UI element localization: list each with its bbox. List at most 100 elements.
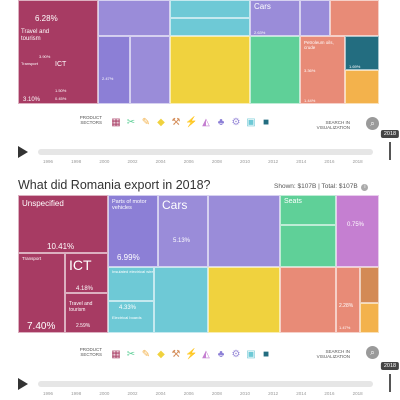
other-icon[interactable]: ■: [262, 117, 270, 128]
total-label: Total:: [321, 183, 338, 190]
timeline-thumb[interactable]: 2018: [380, 362, 400, 392]
chemicals-icon[interactable]: ◭: [202, 349, 210, 360]
tile-petroleum-top[interactable]: Petroleum oils, crude 3.36% 1.44%: [300, 36, 345, 104]
metals-icon[interactable]: ⚡: [185, 117, 198, 128]
tile-stone[interactable]: [360, 267, 379, 303]
tile-transport[interactable]: Transport 7.40%: [18, 253, 65, 333]
agriculture-icon[interactable]: ✎: [141, 117, 151, 128]
tile-petroleum[interactable]: 2.28% 1.47%: [336, 267, 360, 333]
tile-pct: 2.59%: [76, 323, 91, 329]
tile-machinery-top-2[interactable]: [130, 36, 170, 104]
tile-label: Petroleum oils, crude: [304, 40, 334, 50]
vehicles-icon[interactable]: ♣: [217, 117, 225, 128]
textiles-icon[interactable]: ✂: [126, 117, 136, 128]
selected-year-badge: 2018: [380, 130, 400, 138]
year-label: 1996: [43, 391, 54, 396]
tile-electronics-top[interactable]: [170, 0, 250, 18]
sector-bar-label: PRODUCT SECTORS: [79, 347, 102, 357]
tile-pct: 1.44%: [304, 98, 316, 103]
play-button[interactable]: [18, 378, 28, 390]
year-label: 1996: [43, 159, 54, 164]
electronics-icon[interactable]: ▣: [246, 349, 256, 360]
machinery-icon[interactable]: ⚙: [231, 117, 241, 128]
sector-icons: ▦ ✂ ✎ ◆ ⚒ ⚡ ◭ ♣ ⚙ ▣ ■: [110, 347, 272, 363]
year-label: 1998: [71, 159, 82, 164]
timeline-track[interactable]: [38, 149, 373, 155]
year-label: 2006: [183, 391, 194, 396]
other-icon[interactable]: ■: [262, 349, 270, 360]
sector-bar-top: PRODUCT SECTORS ▦ ✂ ✎ ◆ ⚒ ⚡ ◭ ♣ ⚙ ▣ ■: [68, 113, 298, 135]
stone-icon[interactable]: ◆: [157, 349, 165, 360]
tile-electronics-top-2[interactable]: [170, 18, 250, 36]
minerals-icon[interactable]: ⚒: [171, 349, 181, 360]
tile-other-top[interactable]: 1.69%: [345, 36, 379, 70]
bottom-treemap: Unspecified 10.41% Transport 7.40% ICT 4…: [18, 195, 379, 333]
timeline-years: 1996 1998 2000 2002 2004 2006 2008 2010 …: [38, 391, 373, 397]
tile-machinery[interactable]: [208, 195, 280, 267]
stone-icon[interactable]: ◆: [157, 117, 165, 128]
tile-textiles-grid[interactable]: [280, 225, 336, 267]
tile-machinery-top[interactable]: [98, 0, 170, 36]
year-label: 2008: [211, 391, 222, 396]
tile-cars[interactable]: Cars 5.13%: [158, 195, 208, 267]
vehicles-icon[interactable]: ♣: [217, 349, 225, 360]
year-label: 2002: [127, 159, 138, 164]
sector-bar-bottom: PRODUCT SECTORS ▦ ✂ ✎ ◆ ⚒ ⚡ ◭ ♣ ⚙ ▣ ■: [68, 345, 298, 367]
shown-label: Shown:: [274, 183, 296, 190]
year-label: 2000: [99, 391, 110, 396]
tile-metals[interactable]: [208, 267, 280, 333]
tile-parts-motor-vehicles[interactable]: Parts of motor vehicles 6.99%: [108, 195, 158, 267]
tile-pct: 5.13%: [173, 238, 191, 244]
tile-machinery-top-3[interactable]: [300, 0, 330, 36]
tile-ict[interactable]: ICT 4.18%: [65, 253, 108, 293]
tile-minerals[interactable]: [280, 267, 336, 333]
services-icon[interactable]: ▦: [111, 349, 121, 360]
tile-travel[interactable]: Travel and tourism 2.59%: [65, 293, 108, 333]
minerals-icon[interactable]: ⚒: [171, 117, 181, 128]
agriculture-icon[interactable]: ✎: [141, 349, 151, 360]
machinery-icon[interactable]: ⚙: [231, 349, 241, 360]
play-button[interactable]: [18, 146, 28, 158]
sector-bar-label: PRODUCT SECTORS: [79, 115, 102, 125]
textiles-icon[interactable]: ✂: [126, 349, 136, 360]
tile-pct: 0.75%: [347, 222, 365, 228]
tile-label: Electrical boards: [112, 315, 142, 320]
electronics-icon[interactable]: ▣: [246, 117, 256, 128]
tile-electronics-grid[interactable]: [154, 267, 208, 333]
info-icon[interactable]: i: [361, 184, 369, 191]
tile-pct: 3.36%: [304, 68, 316, 73]
chemicals-icon[interactable]: ◭: [202, 117, 210, 128]
tile-cars-top[interactable]: Cars 2.63%: [250, 0, 300, 36]
metals-icon[interactable]: ⚡: [185, 349, 198, 360]
timeline-thumb[interactable]: 2018: [380, 130, 400, 160]
tile-minerals-top[interactable]: [330, 0, 379, 36]
tile-metals-top[interactable]: [170, 36, 250, 104]
tile-textiles-top-2[interactable]: [250, 36, 300, 104]
timeline-track[interactable]: [38, 381, 373, 387]
tile-agriculture-top[interactable]: [345, 70, 379, 104]
tile-electrical-boards[interactable]: 4.33% Electrical boards: [108, 301, 154, 333]
tile-insulated-wire[interactable]: Insulated electrical wire: [108, 267, 154, 301]
tile-pct: 2.28%: [339, 303, 354, 309]
tile-label: Unspecified: [22, 199, 64, 208]
tile-seats[interactable]: Seats: [280, 195, 336, 225]
year-label: 2014: [296, 159, 307, 164]
tile-label: Transport: [22, 256, 42, 261]
year-label: 2012: [268, 391, 279, 396]
year-label: 2000: [99, 159, 110, 164]
tile-label: ICT: [69, 257, 92, 273]
tile-agriculture[interactable]: [360, 303, 379, 333]
tile-textiles-top[interactable]: 2.47%: [98, 36, 130, 104]
search-icon[interactable]: ⌕: [366, 346, 379, 359]
tile-label: Travel and tourism: [21, 29, 50, 42]
tile-services-top[interactable]: 6.28% Travel and tourism 3.90% Transport…: [18, 0, 98, 104]
tile-chemicals[interactable]: 0.75%: [336, 195, 379, 267]
tile-unspecified[interactable]: Unspecified 10.41%: [18, 195, 108, 253]
search-icon[interactable]: ⌕: [366, 117, 379, 130]
year-label: 2018: [352, 159, 363, 164]
shown-value: $107B: [297, 183, 317, 190]
tile-pct: 4.18%: [76, 286, 94, 292]
services-icon[interactable]: ▦: [111, 117, 121, 128]
tile-pct: 2.47%: [102, 76, 114, 81]
year-label: 2012: [268, 159, 279, 164]
